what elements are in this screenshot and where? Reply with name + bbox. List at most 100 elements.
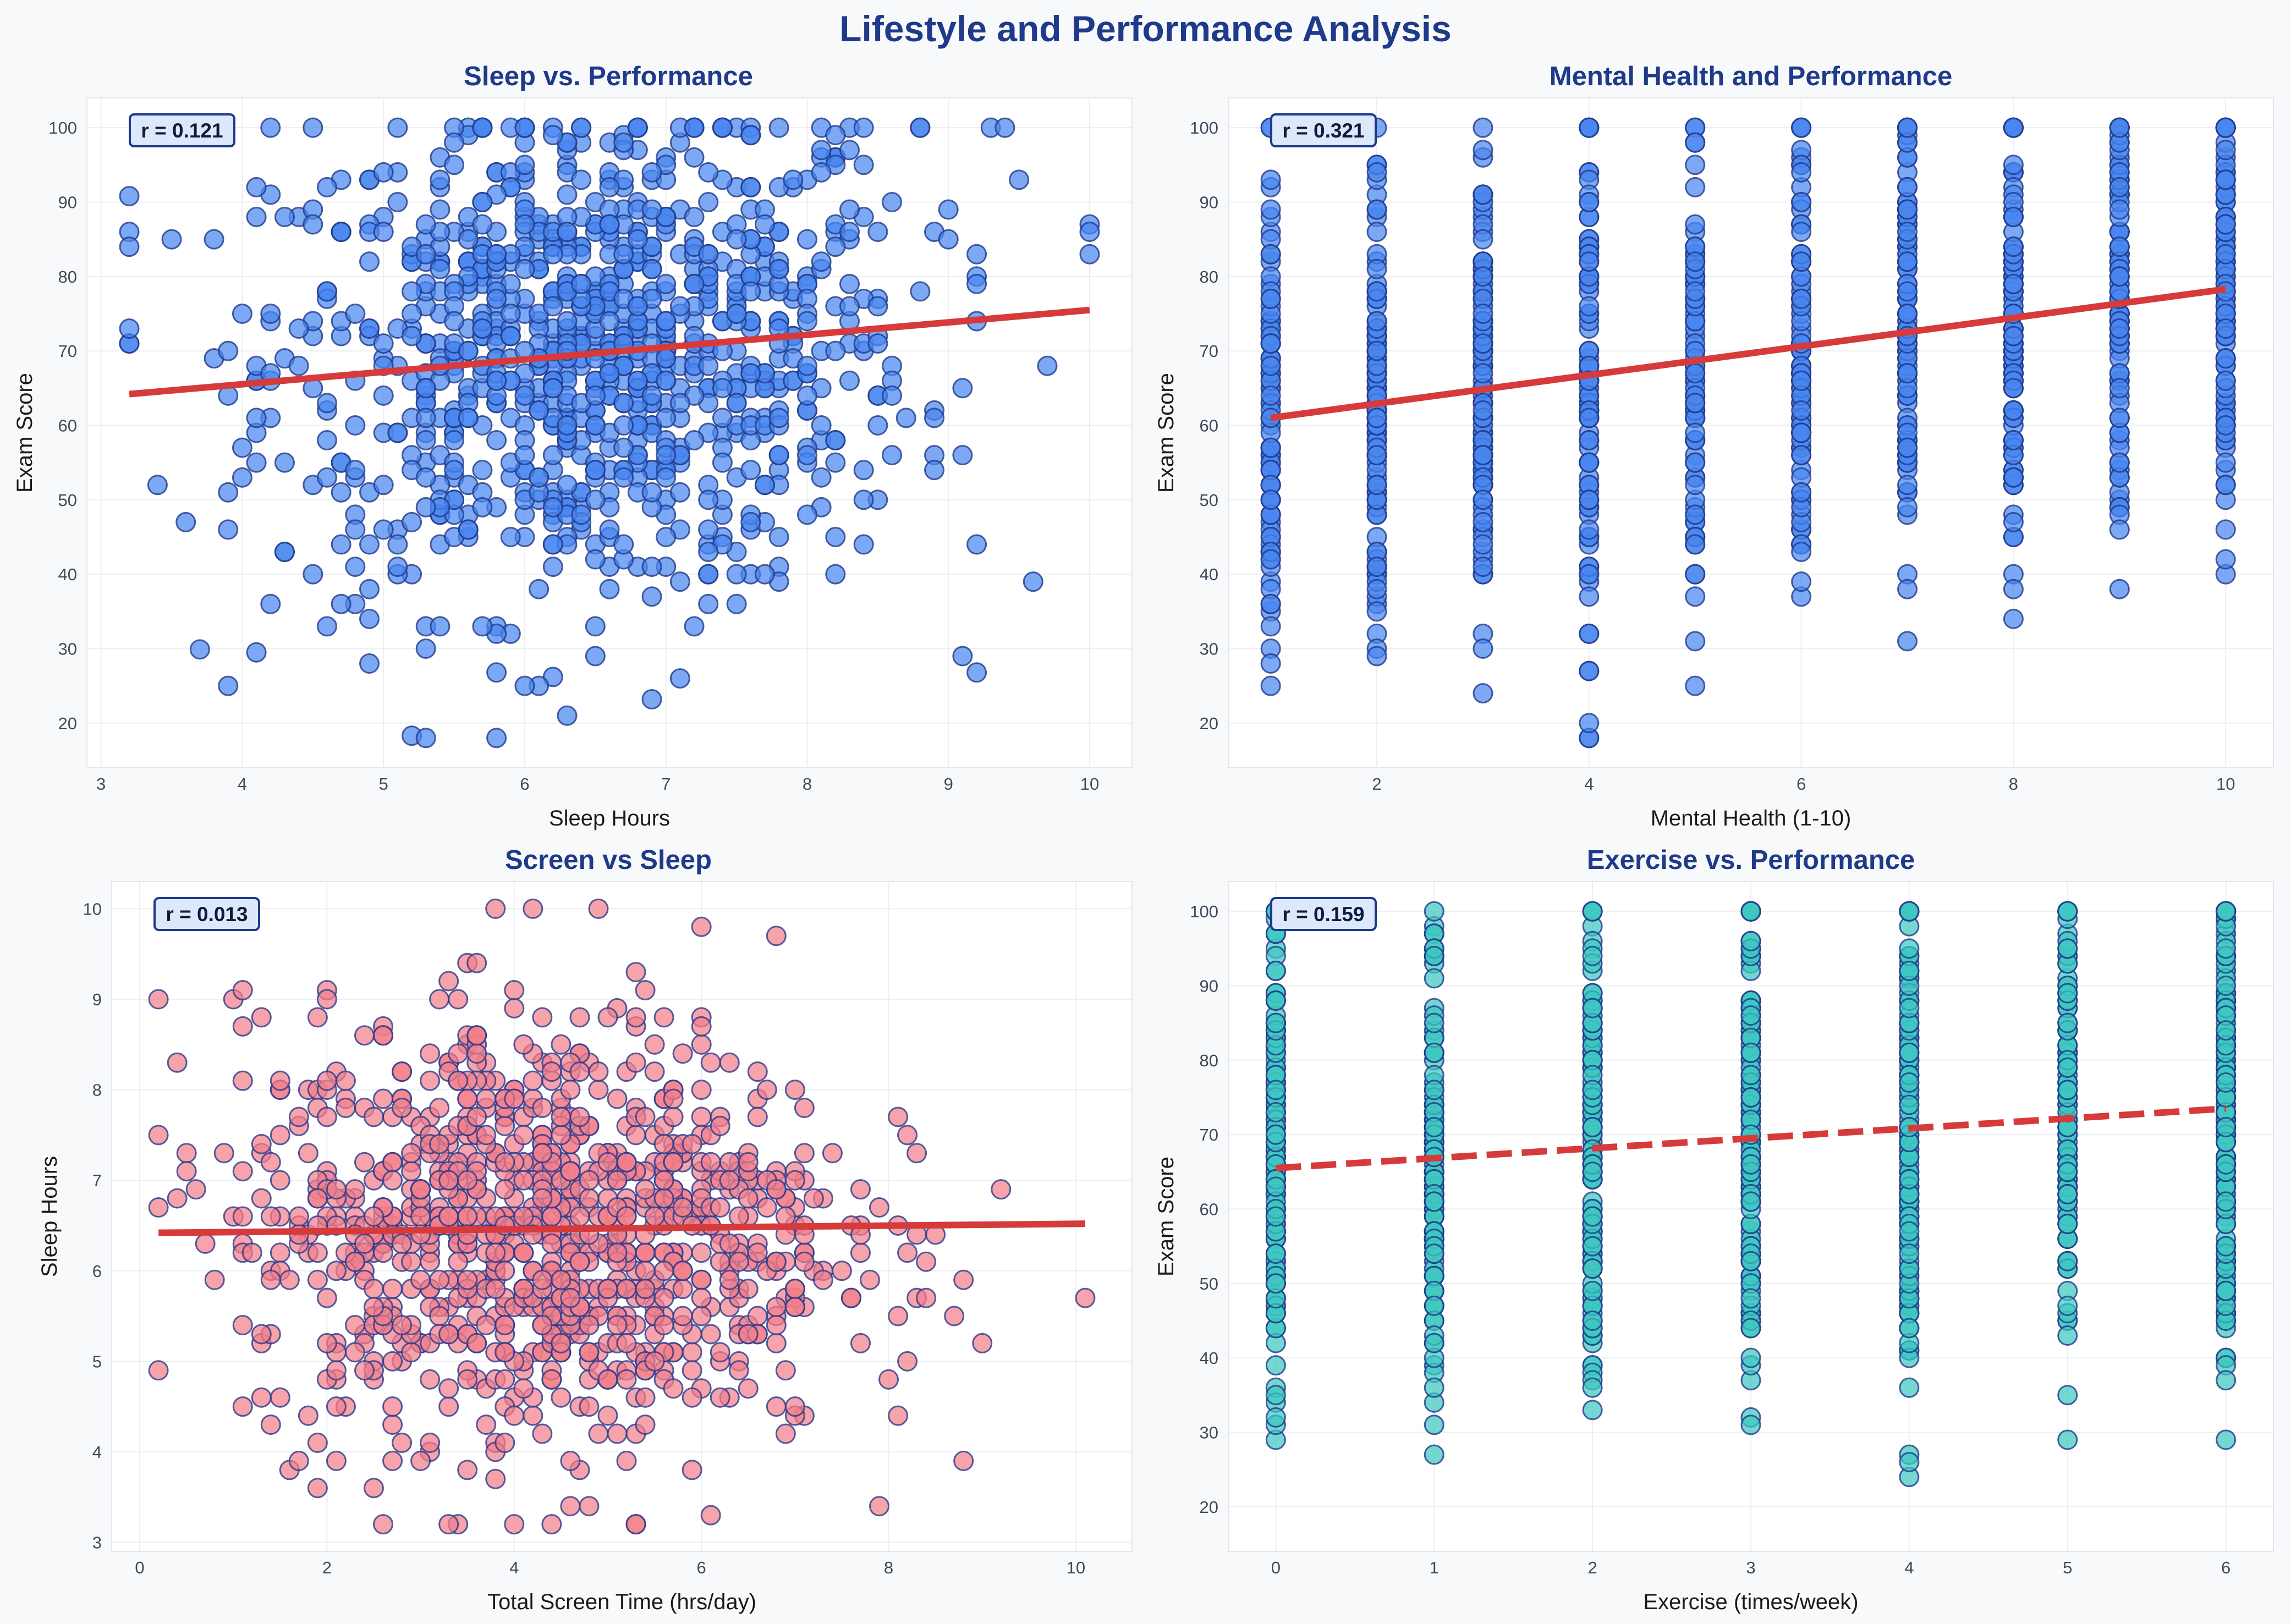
data-point [2057,1214,2078,1235]
data-point [1473,117,1493,138]
data-point [599,579,620,599]
data-point [740,363,761,384]
data-point [691,1080,712,1100]
data-point [882,191,903,212]
data-point [916,1251,937,1272]
data-point [839,140,860,161]
data-point [627,229,648,250]
data-point [270,1170,290,1191]
data-point [1791,542,1812,563]
data-point [1366,162,1387,183]
data-point [588,1061,609,1082]
y-tick-label: 40 [1200,1348,1218,1368]
data-point [1582,1280,1603,1301]
data-point [472,214,493,235]
data-point [2057,1012,2078,1033]
x-tick-label: 8 [884,1558,893,1577]
data-point [811,251,832,272]
data-point [653,1188,674,1209]
data-point [641,385,662,406]
data-point [579,1315,600,1336]
data-point [888,1306,909,1326]
data-point [513,1170,534,1191]
data-point [569,1106,590,1127]
data-point [251,1188,272,1209]
data-point [2057,1057,2078,1078]
data-point [952,646,973,667]
data-point [1897,475,1918,496]
y-tick-label: 4 [92,1443,102,1462]
data-point [1366,311,1387,332]
data-point [1897,222,1918,243]
data-point [1424,1295,1444,1316]
data-point [710,1115,730,1136]
data-point [1265,1012,1286,1033]
data-point [682,1460,702,1480]
data-point [410,1269,431,1290]
data-point [354,1152,375,1172]
data-point [728,1206,749,1227]
data-point [495,1179,515,1200]
data-point [513,1034,534,1055]
data-point [952,378,973,399]
data-point [1079,222,1100,243]
data-point [585,385,606,406]
data-point [382,1351,403,1372]
data-point [684,117,705,138]
data-point [185,1179,206,1200]
data-point [500,303,521,324]
data-point [811,467,832,488]
x-tick-label: 3 [96,774,106,794]
data-point [513,1242,534,1263]
data-point [316,467,337,488]
data-point [373,222,394,243]
data-point [382,1450,403,1471]
data-point [542,534,563,555]
data-point [616,1279,637,1300]
data-point [401,1342,422,1363]
data-point [307,1242,328,1263]
data-point [495,1152,515,1172]
data-point [486,662,507,683]
y-axis-label: Exam Score [13,373,37,493]
data-point [1791,445,1812,466]
data-point [2109,177,2130,197]
data-point [1424,1414,1444,1435]
data-point [2216,1429,2237,1450]
data-point [204,229,224,250]
y-tick-label: 50 [58,491,77,510]
data-point [599,177,620,197]
data-point [2215,214,2236,235]
data-point [754,564,775,585]
data-point [2003,579,2024,599]
data-point [1740,1347,1761,1368]
data-point [1265,1385,1286,1406]
data-point [616,1450,637,1471]
data-point [458,340,479,361]
data-point [260,1152,281,1172]
data-point [897,1351,918,1372]
data-point [514,117,535,138]
data-point [1899,998,1920,1019]
data-point [373,162,394,183]
data-point [448,1251,469,1272]
data-point [607,1423,628,1444]
data-point [756,1080,777,1100]
data-point [1579,251,1600,272]
data-point [1582,1310,1603,1331]
y-tick-label: 80 [1200,1051,1218,1070]
data-point [232,1161,253,1182]
data-point [1260,489,1281,510]
data-point [1579,623,1600,644]
data-point [1473,400,1493,421]
data-point [303,214,323,235]
data-point [641,586,662,607]
data-point [513,1279,534,1300]
data-point [768,445,789,466]
data-point [1424,1117,1444,1138]
data-point [401,1251,422,1272]
data-point [1366,445,1387,466]
x-tick-label: 5 [2063,1558,2072,1577]
data-point [2216,1072,2237,1093]
data-point [1582,1161,1603,1182]
